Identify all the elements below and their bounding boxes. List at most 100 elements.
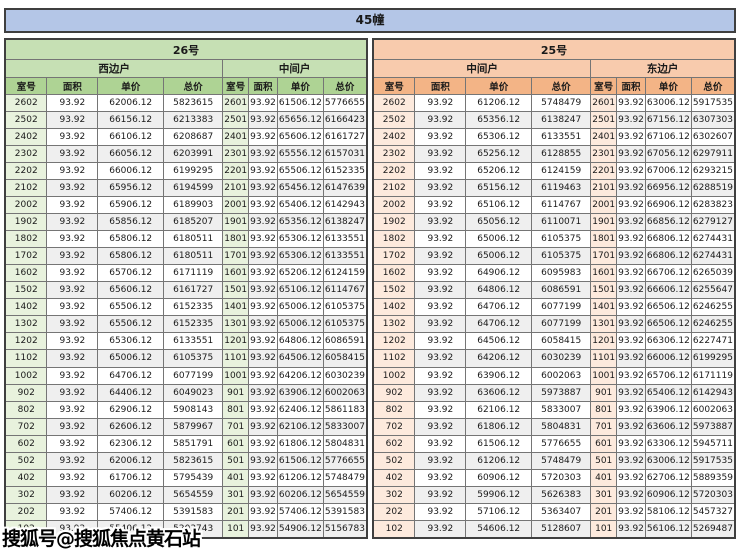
col-header-area: 面积 bbox=[248, 77, 278, 95]
total-price-cell: 5908143 bbox=[163, 400, 224, 419]
table-row: 1102 93.92 65006.12 6105375 1101 93.92 64506.1… bbox=[4, 349, 368, 368]
room-cell: 2201 bbox=[222, 162, 250, 181]
col-header-unit-price: 单价 bbox=[644, 77, 692, 95]
unit-price-cell: 65006.12 bbox=[465, 247, 533, 266]
unit-price-cell: 62106.12 bbox=[276, 417, 324, 436]
total-price-cell: 6161727 bbox=[322, 128, 368, 147]
room-cell: 702 bbox=[372, 417, 416, 436]
total-price-cell: 6133551 bbox=[531, 128, 592, 147]
unit-price-cell: 65106.12 bbox=[276, 281, 324, 300]
table-row: 1002 93.92 63906.12 6002063 1001 93.92 65706.1… bbox=[372, 366, 736, 385]
room-cell: 1101 bbox=[222, 349, 250, 368]
room-cell: 1301 bbox=[590, 315, 618, 334]
area-cell: 93.92 bbox=[414, 400, 467, 419]
room-cell: 1001 bbox=[222, 366, 250, 385]
room-cell: 2401 bbox=[222, 128, 250, 147]
unit-price-cell: 61206.12 bbox=[276, 468, 324, 487]
area-cell: 93.92 bbox=[414, 93, 467, 113]
area-cell: 93.92 bbox=[46, 230, 99, 249]
room-cell: 1602 bbox=[4, 264, 48, 283]
col-header-area: 面积 bbox=[616, 77, 646, 95]
total-price-cell: 6171119 bbox=[690, 366, 736, 385]
area-cell: 93.92 bbox=[248, 417, 278, 436]
total-price-cell: 6185207 bbox=[163, 213, 224, 232]
total-price-cell: 5128607 bbox=[531, 519, 592, 539]
total-price-cell: 5156783 bbox=[322, 519, 368, 539]
unit-price-cell: 61506.12 bbox=[276, 93, 324, 113]
unit-price-cell: 65256.12 bbox=[465, 145, 533, 164]
total-price-cell: 6077199 bbox=[531, 298, 592, 317]
unit-title-middle-25: 中间户 bbox=[372, 59, 592, 78]
total-price-cell: 6288519 bbox=[690, 179, 736, 198]
room-cell: 402 bbox=[4, 468, 48, 487]
room-cell: 1401 bbox=[590, 298, 618, 317]
area-cell: 93.92 bbox=[616, 179, 646, 198]
unit-price-cell: 66856.12 bbox=[644, 213, 692, 232]
total-price-cell: 6227471 bbox=[690, 332, 736, 351]
area-cell: 93.92 bbox=[616, 128, 646, 147]
total-price-cell: 5776655 bbox=[322, 93, 368, 113]
total-price-cell: 6255647 bbox=[690, 281, 736, 300]
room-cell: 2101 bbox=[590, 179, 618, 198]
unit-price-cell: 65556.12 bbox=[276, 145, 324, 164]
col-header-room: 室号 bbox=[372, 77, 416, 95]
total-price-cell: 6030239 bbox=[322, 366, 368, 385]
total-price-cell: 6213383 bbox=[163, 111, 224, 130]
room-cell: 801 bbox=[590, 400, 618, 419]
unit-price-cell: 65356.12 bbox=[465, 111, 533, 130]
area-cell: 93.92 bbox=[616, 468, 646, 487]
area-cell: 93.92 bbox=[248, 93, 278, 113]
unit-price-cell: 62906.12 bbox=[97, 400, 165, 419]
room-cell: 2502 bbox=[372, 111, 416, 130]
total-price-cell: 6105375 bbox=[322, 315, 368, 334]
room-cell: 2301 bbox=[590, 145, 618, 164]
unit-price-cell: 63006.12 bbox=[644, 451, 692, 470]
unit-price-cell: 66956.12 bbox=[644, 179, 692, 198]
unit-price-cell: 65106.12 bbox=[465, 196, 533, 215]
room-cell: 2501 bbox=[222, 111, 250, 130]
unit-price-cell: 66106.12 bbox=[97, 128, 165, 147]
room-cell: 602 bbox=[4, 434, 48, 453]
total-price-cell: 6297911 bbox=[690, 145, 736, 164]
area-cell: 93.92 bbox=[616, 281, 646, 300]
unit-price-cell: 65206.12 bbox=[465, 162, 533, 181]
room-cell: 2202 bbox=[372, 162, 416, 181]
unit-price-cell: 64706.12 bbox=[97, 366, 165, 385]
table-row: 1402 93.92 64706.12 6077199 1401 93.92 66506.1… bbox=[372, 298, 736, 317]
table-row: 2302 93.92 65256.12 6128855 2301 93.92 67056.1… bbox=[372, 145, 736, 164]
total-price-cell: 6307303 bbox=[690, 111, 736, 130]
total-price-cell: 6002063 bbox=[531, 366, 592, 385]
total-price-cell: 5823615 bbox=[163, 93, 224, 113]
total-price-cell: 6161727 bbox=[163, 281, 224, 300]
area-cell: 93.92 bbox=[414, 315, 467, 334]
total-price-cell: 5879967 bbox=[163, 417, 224, 436]
area-cell: 93.92 bbox=[616, 230, 646, 249]
total-price-cell: 6058415 bbox=[322, 349, 368, 368]
unit-price-cell: 65006.12 bbox=[97, 349, 165, 368]
table-row: 1302 93.92 64706.12 6077199 1301 93.92 66506.1… bbox=[372, 315, 736, 334]
area-cell: 93.92 bbox=[46, 247, 99, 266]
area-cell: 93.92 bbox=[414, 145, 467, 164]
total-price-cell: 5833007 bbox=[531, 400, 592, 419]
area-cell: 93.92 bbox=[46, 485, 99, 504]
room-cell: 1902 bbox=[4, 213, 48, 232]
total-price-cell: 6166423 bbox=[322, 111, 368, 130]
total-price-cell: 6105375 bbox=[163, 349, 224, 368]
unit-price-cell: 65856.12 bbox=[97, 213, 165, 232]
unit-price-cell: 62406.12 bbox=[276, 400, 324, 419]
room-cell: 402 bbox=[372, 468, 416, 487]
unit-price-cell: 54606.12 bbox=[465, 519, 533, 539]
area-cell: 93.92 bbox=[616, 247, 646, 266]
room-cell: 401 bbox=[590, 468, 618, 487]
room-cell: 401 bbox=[222, 468, 250, 487]
total-price-cell: 6171119 bbox=[163, 264, 224, 283]
room-cell: 1501 bbox=[590, 281, 618, 300]
room-cell: 1402 bbox=[372, 298, 416, 317]
area-cell: 93.92 bbox=[46, 400, 99, 419]
table-row: 702 93.92 61806.12 5804831 701 93.92 63606.12 5… bbox=[372, 417, 736, 436]
area-cell: 93.92 bbox=[248, 383, 278, 402]
unit-price-cell: 65156.12 bbox=[465, 179, 533, 198]
unit-price-cell: 61506.12 bbox=[276, 451, 324, 470]
area-cell: 93.92 bbox=[46, 145, 99, 164]
area-cell: 93.92 bbox=[248, 400, 278, 419]
